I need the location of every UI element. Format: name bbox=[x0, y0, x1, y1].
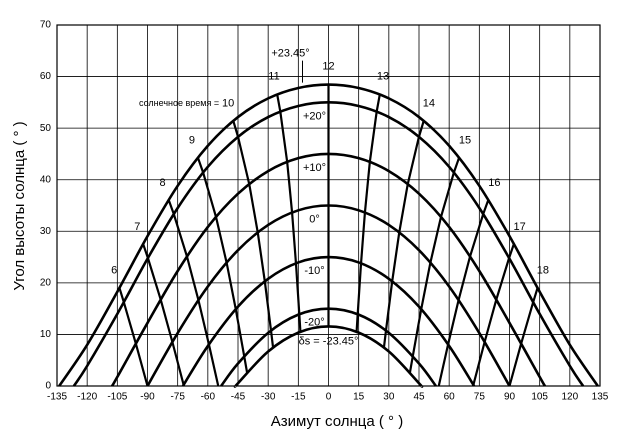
hour-line bbox=[276, 94, 302, 332]
hour-line bbox=[142, 243, 185, 387]
hour-label: 12 bbox=[322, 60, 334, 72]
hour-line bbox=[355, 94, 381, 332]
x-tick-label: 135 bbox=[592, 392, 609, 403]
y-tick-label: 50 bbox=[40, 123, 52, 134]
hour-label: 11 bbox=[268, 71, 279, 83]
x-tick-label: 105 bbox=[531, 392, 548, 403]
y-axis-title: Угол высоты солнца ( ° ) bbox=[11, 121, 28, 290]
hour-line bbox=[196, 157, 249, 373]
curve-label: +10° bbox=[303, 162, 326, 174]
hour-line bbox=[118, 287, 149, 387]
x-tick-label: 60 bbox=[444, 392, 456, 403]
hour-line bbox=[382, 120, 425, 348]
x-tick-label: -30 bbox=[261, 392, 276, 403]
plot-frame bbox=[56, 24, 601, 387]
x-tick-label: 120 bbox=[561, 392, 578, 403]
hour-line bbox=[472, 243, 515, 387]
hour-prefix-label: солнечное время = bbox=[139, 98, 219, 108]
x-tick-label: -60 bbox=[201, 392, 216, 403]
curve-label: δs = -23.45° bbox=[299, 335, 359, 347]
curve-label: -10° bbox=[304, 265, 324, 277]
hour-label: 14 bbox=[423, 97, 435, 109]
hour-label: 18 bbox=[537, 265, 549, 277]
x-tick-label: -135 bbox=[47, 392, 67, 403]
curve-label: 0° bbox=[309, 213, 320, 225]
hour-line bbox=[232, 120, 275, 348]
x-tick-label: -120 bbox=[77, 392, 97, 403]
curve-label: +23.45° bbox=[271, 47, 309, 59]
x-tick-label: 45 bbox=[413, 392, 425, 403]
hour-label: 6 bbox=[111, 265, 117, 277]
x-tick-label: -90 bbox=[140, 392, 155, 403]
y-tick-label: 20 bbox=[40, 277, 52, 288]
x-tick-label: -105 bbox=[107, 392, 127, 403]
x-tick-label: 30 bbox=[383, 392, 395, 403]
y-tick-label: 10 bbox=[40, 329, 52, 340]
hour-label: 10 bbox=[222, 97, 234, 109]
x-tick-label: 15 bbox=[353, 392, 365, 403]
hour-line bbox=[408, 157, 461, 373]
x-tick-label: 0 bbox=[326, 392, 332, 403]
hour-label: 8 bbox=[160, 177, 166, 189]
y-tick-label: 40 bbox=[40, 174, 52, 185]
hour-label: 7 bbox=[134, 221, 140, 233]
hour-line bbox=[437, 199, 490, 387]
x-tick-label: -45 bbox=[231, 392, 246, 403]
hour-label: 16 bbox=[488, 177, 500, 189]
hour-label: 13 bbox=[377, 71, 389, 83]
curve-label: -20° bbox=[304, 317, 324, 329]
hour-label: 17 bbox=[514, 221, 526, 233]
x-tick-label: 75 bbox=[474, 392, 486, 403]
x-tick-label: -15 bbox=[291, 392, 306, 403]
hour-line bbox=[508, 287, 539, 387]
x-tick-label: -75 bbox=[170, 392, 185, 403]
y-tick-label: 0 bbox=[45, 381, 51, 392]
x-axis-title: Азимут солнца ( ° ) bbox=[271, 413, 403, 430]
hour-label: 9 bbox=[189, 135, 195, 147]
hour-line bbox=[167, 199, 220, 387]
x-tick-label: 90 bbox=[504, 392, 516, 403]
y-tick-label: 70 bbox=[40, 20, 52, 31]
curve-label: +20° bbox=[303, 110, 326, 122]
y-tick-label: 60 bbox=[40, 71, 52, 82]
hour-label: 15 bbox=[459, 135, 471, 147]
y-tick-label: 30 bbox=[40, 226, 52, 237]
